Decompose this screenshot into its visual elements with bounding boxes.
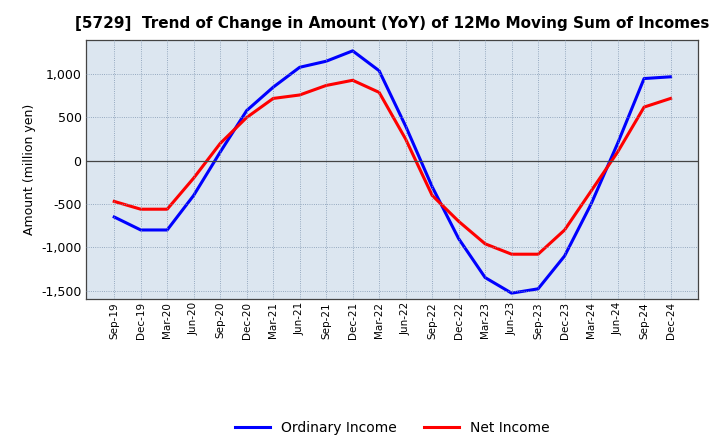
Ordinary Income: [189, 193, 198, 198]
Ordinary Income: [613, 141, 622, 146]
Net Income: [454, 219, 463, 224]
Legend: Ordinary Income, Net Income: Ordinary Income, Net Income: [230, 415, 555, 440]
Y-axis label: Amount (million yen): Amount (million yen): [22, 104, 35, 235]
Ordinary Income: [163, 227, 171, 233]
Net Income: [136, 206, 145, 212]
Title: [5729]  Trend of Change in Amount (YoY) of 12Mo Moving Sum of Incomes: [5729] Trend of Change in Amount (YoY) o…: [75, 16, 710, 32]
Ordinary Income: [454, 236, 463, 241]
Ordinary Income: [243, 108, 251, 113]
Net Income: [163, 206, 171, 212]
Net Income: [322, 83, 330, 88]
Net Income: [269, 96, 277, 101]
Ordinary Income: [269, 84, 277, 90]
Ordinary Income: [534, 286, 542, 291]
Net Income: [587, 188, 595, 194]
Ordinary Income: [348, 48, 357, 54]
Net Income: [295, 92, 304, 98]
Ordinary Income: [375, 68, 384, 73]
Net Income: [110, 199, 119, 204]
Net Income: [401, 136, 410, 142]
Ordinary Income: [110, 214, 119, 220]
Net Income: [481, 241, 490, 246]
Net Income: [613, 150, 622, 155]
Ordinary Income: [428, 184, 436, 189]
Net Income: [243, 115, 251, 120]
Ordinary Income: [136, 227, 145, 233]
Ordinary Income: [640, 76, 649, 81]
Net Income: [666, 96, 675, 101]
Net Income: [640, 104, 649, 110]
Ordinary Income: [322, 59, 330, 64]
Net Income: [560, 227, 569, 233]
Ordinary Income: [401, 124, 410, 129]
Ordinary Income: [560, 253, 569, 259]
Net Income: [428, 193, 436, 198]
Line: Net Income: Net Income: [114, 80, 670, 254]
Net Income: [189, 176, 198, 181]
Ordinary Income: [216, 150, 225, 155]
Net Income: [375, 90, 384, 95]
Ordinary Income: [481, 275, 490, 280]
Line: Ordinary Income: Ordinary Income: [114, 51, 670, 293]
Ordinary Income: [295, 65, 304, 70]
Net Income: [216, 141, 225, 146]
Net Income: [534, 252, 542, 257]
Ordinary Income: [587, 202, 595, 207]
Net Income: [508, 252, 516, 257]
Ordinary Income: [666, 74, 675, 80]
Ordinary Income: [508, 290, 516, 296]
Net Income: [348, 77, 357, 83]
